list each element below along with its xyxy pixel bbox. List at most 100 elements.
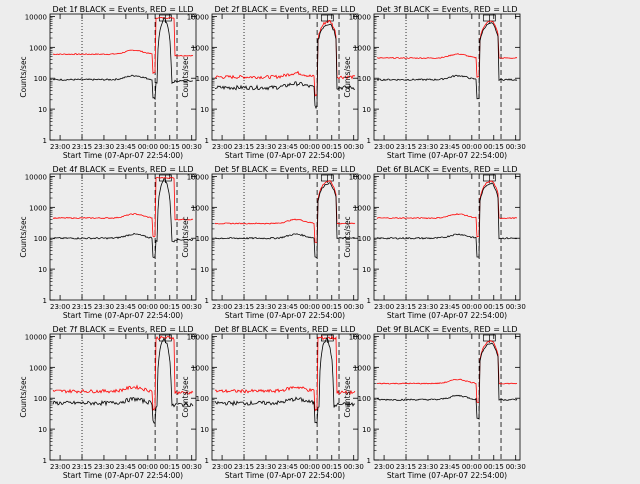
- x-axis-label: Start Time (07-Apr-07 22:54:00): [63, 311, 183, 320]
- x-tick-label: 23:15: [234, 143, 254, 151]
- y-tick-label: 1: [205, 457, 209, 465]
- y-tick-label: 1000: [29, 364, 47, 372]
- series-events: [376, 182, 518, 258]
- x-tick-label: 23:15: [72, 463, 92, 471]
- x-axis-label: Start Time (07-Apr-07 22:54:00): [63, 471, 183, 480]
- x-tick-label: 23:30: [256, 463, 276, 471]
- series-lld: [377, 20, 518, 78]
- y-axis-label: Counts/sec: [181, 376, 190, 417]
- detector-panel-3: Det 3f BLACK = Events, RED = LLD 1 10 100 10…: [343, 5, 526, 160]
- x-tick-label: 00:15: [322, 463, 342, 471]
- y-axis-label: Counts/sec: [19, 56, 28, 97]
- panel-title: Det 4f BLACK = Events, RED = LLD: [52, 165, 193, 174]
- x-tick-label: 23:30: [256, 303, 276, 311]
- x-tick-label: 23:45: [278, 143, 298, 151]
- x-tick-label: 23:00: [374, 143, 394, 151]
- x-tick-label: 23:45: [278, 463, 298, 471]
- y-tick-label: 10000: [349, 13, 371, 21]
- x-tick-label: 23:00: [50, 303, 70, 311]
- series-events: [214, 336, 355, 424]
- x-tick-label: 23:00: [212, 463, 232, 471]
- series-events: [52, 178, 194, 258]
- y-tick-label: 1000: [29, 44, 47, 52]
- y-axis-label: Counts/sec: [343, 56, 352, 97]
- x-tick-label: 00:00: [462, 143, 482, 151]
- series-events: [376, 22, 518, 100]
- y-tick-label: 1: [367, 137, 371, 145]
- y-tick-label: 1: [43, 457, 47, 465]
- series-events: [376, 342, 518, 420]
- x-tick-label: 23:00: [50, 463, 70, 471]
- x-tick-label: 23:15: [72, 303, 92, 311]
- panel-title: Det 8f BLACK = Events, RED = LLD: [214, 325, 355, 334]
- x-tick-label: 23:30: [94, 463, 114, 471]
- y-tick-label: 10: [200, 266, 209, 274]
- plot-frame: [211, 173, 359, 301]
- plot-frame: [49, 13, 197, 141]
- x-tick-label: 23:00: [374, 463, 394, 471]
- x-tick-label: 00:30: [344, 303, 364, 311]
- y-tick-label: 10: [38, 106, 47, 114]
- detector-panel-5: Det 5f BLACK = Events, RED = LLD 1 10 100 10…: [181, 165, 364, 320]
- series-lld: [376, 340, 518, 403]
- y-tick-label: 10000: [187, 333, 209, 341]
- y-tick-label: 10: [362, 426, 371, 434]
- y-tick-label: 1000: [191, 204, 209, 212]
- series-lld: [214, 335, 356, 412]
- x-tick-label: 23:30: [94, 143, 114, 151]
- y-tick-label: 100: [358, 75, 371, 83]
- plot-frame: [49, 333, 197, 461]
- x-tick-label: 00:00: [138, 143, 158, 151]
- x-axis-label: Start Time (07-Apr-07 22:54:00): [387, 151, 507, 160]
- series-lld: [214, 19, 356, 98]
- y-tick-label: 1000: [191, 44, 209, 52]
- y-tick-label: 100: [358, 395, 371, 403]
- x-tick-label: 00:30: [506, 143, 526, 151]
- y-tick-label: 10: [362, 266, 371, 274]
- x-tick-label: 23:45: [440, 143, 460, 151]
- y-tick-label: 1: [367, 457, 371, 465]
- x-tick-label: 00:15: [160, 463, 180, 471]
- panel-title: Det 9f BLACK = Events, RED = LLD: [376, 325, 517, 334]
- x-tick-label: 00:30: [344, 463, 364, 471]
- y-tick-label: 1: [205, 137, 209, 145]
- plot-frame: [373, 173, 521, 301]
- x-tick-label: 23:15: [396, 303, 416, 311]
- y-tick-label: 1: [367, 297, 371, 305]
- y-axis-label: Counts/sec: [181, 56, 190, 97]
- x-tick-label: 00:00: [300, 463, 320, 471]
- y-axis-label: Counts/sec: [19, 376, 28, 417]
- x-tick-label: 00:15: [322, 303, 342, 311]
- detector-panel-7: Det 7f BLACK = Events, RED = LLD 1 10 100 10…: [19, 325, 202, 480]
- panel-title: Det 5f BLACK = Events, RED = LLD: [214, 165, 355, 174]
- y-tick-label: 1000: [191, 364, 209, 372]
- detector-panel-9: Det 9f BLACK = Events, RED = LLD 1 10 100 10…: [343, 325, 526, 480]
- plot-frame: [373, 13, 521, 141]
- x-tick-label: 00:00: [462, 303, 482, 311]
- y-axis-label: Counts/sec: [343, 376, 352, 417]
- y-tick-label: 1000: [353, 44, 371, 52]
- plot-frame: [49, 173, 197, 301]
- y-tick-label: 100: [196, 75, 209, 83]
- y-tick-label: 10000: [349, 173, 371, 181]
- x-axis-label: Start Time (07-Apr-07 22:54:00): [225, 151, 345, 160]
- series-lld: [214, 180, 356, 243]
- x-tick-label: 23:15: [234, 463, 254, 471]
- panel-title: Det 6f BLACK = Events, RED = LLD: [376, 165, 517, 174]
- panel-title: Det 1f BLACK = Events, RED = LLD: [52, 5, 193, 14]
- x-axis-label: Start Time (07-Apr-07 22:54:00): [63, 151, 183, 160]
- panel-title: Det 7f BLACK = Events, RED = LLD: [52, 325, 193, 334]
- x-tick-label: 00:15: [484, 463, 504, 471]
- detector-panel-2: Det 2f BLACK = Events, RED = LLD 1 10 100 10…: [181, 5, 364, 160]
- x-tick-label: 23:45: [278, 303, 298, 311]
- x-tick-label: 00:30: [182, 463, 202, 471]
- detector-panel-1: Det 1f BLACK = Events, RED = LLD 1 10 100 10…: [19, 5, 202, 160]
- y-tick-label: 1: [43, 297, 47, 305]
- y-tick-label: 10000: [25, 173, 47, 181]
- x-tick-label: 23:45: [116, 463, 136, 471]
- x-tick-label: 23:00: [212, 303, 232, 311]
- x-tick-label: 00:30: [182, 303, 202, 311]
- detector-panel-8: Det 8f BLACK = Events, RED = LLD 1 10 100 10…: [181, 325, 364, 480]
